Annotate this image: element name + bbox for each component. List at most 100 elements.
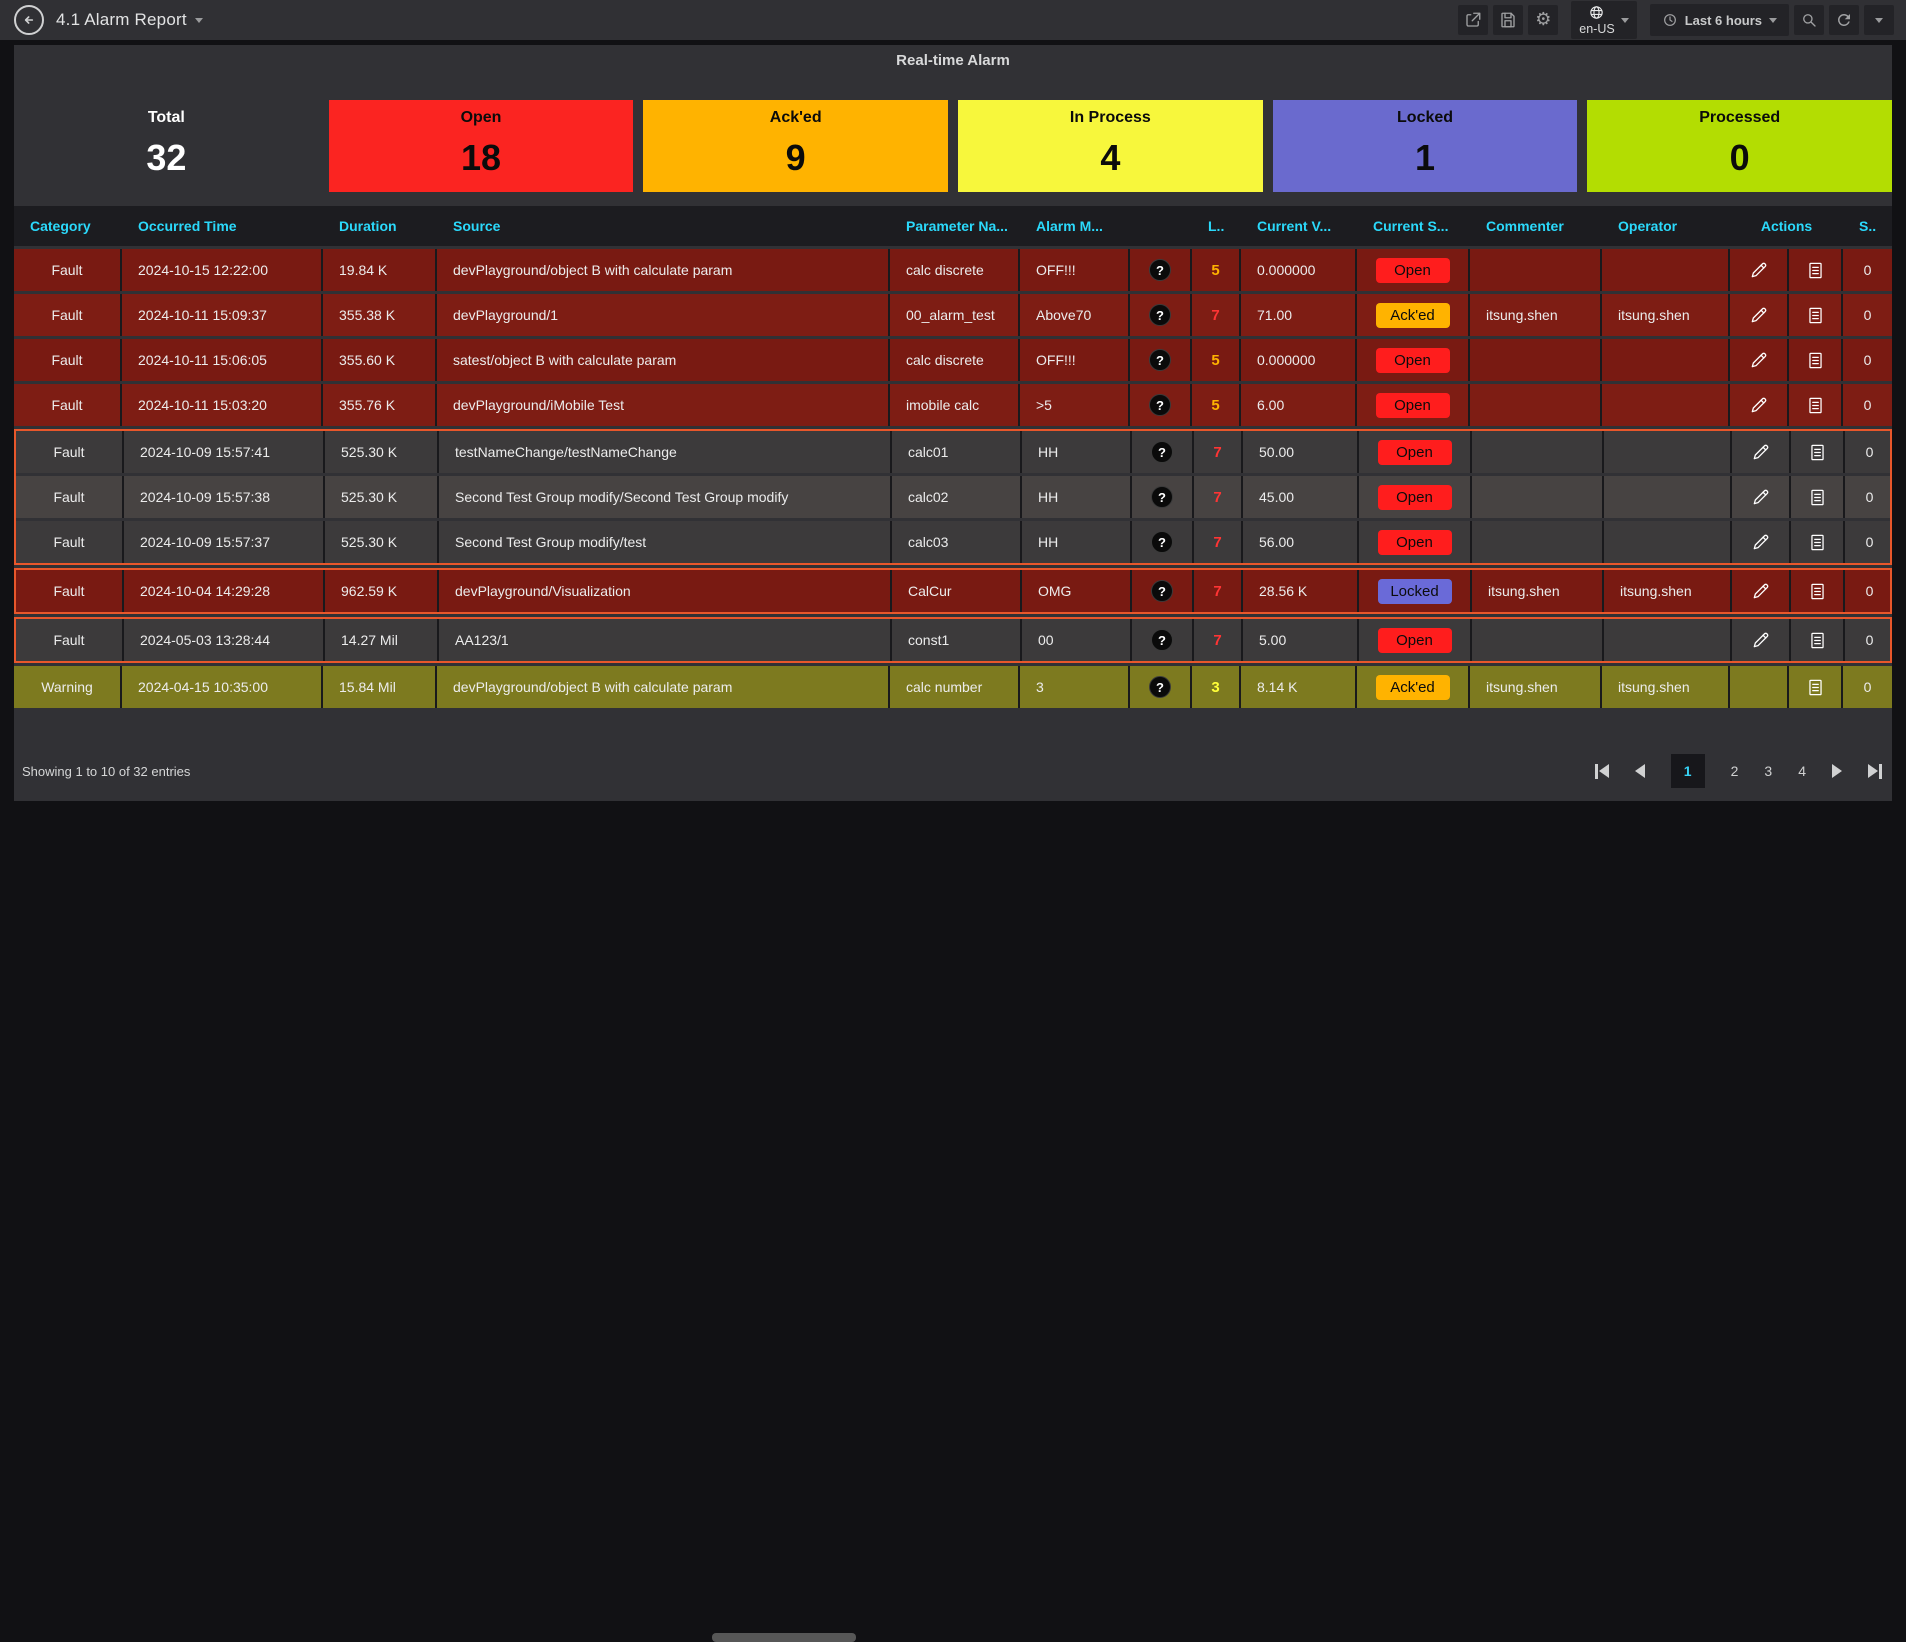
question-mark-icon[interactable]: ? xyxy=(1149,394,1171,416)
edit-button[interactable] xyxy=(1748,627,1774,653)
settings-button[interactable]: ⚙ xyxy=(1528,5,1559,35)
status-badge-open[interactable]: Open xyxy=(1375,257,1450,283)
question-mark-icon[interactable]: ? xyxy=(1151,580,1173,602)
page-button-4[interactable]: 4 xyxy=(1798,763,1806,779)
zoom-out-button[interactable] xyxy=(1794,5,1824,35)
table-row[interactable]: Fault 2024-05-03 13:28:44 14.27 Mil AA123/1… xyxy=(16,619,1890,661)
cell-level: 7 xyxy=(1194,521,1243,563)
edit-button[interactable] xyxy=(1748,578,1774,604)
next-page-button[interactable] xyxy=(1832,764,1842,778)
summary-card-acked[interactable]: Ack'ed 9 xyxy=(643,100,949,192)
question-mark-icon[interactable]: ? xyxy=(1151,531,1173,553)
column-header-occurred-time[interactable]: Occurred Time xyxy=(138,218,237,234)
log-button[interactable] xyxy=(1804,627,1830,653)
edit-button[interactable] xyxy=(1748,439,1774,465)
question-mark-icon[interactable]: ? xyxy=(1149,304,1171,326)
edit-button[interactable] xyxy=(1748,529,1774,555)
status-badge-open[interactable]: Open xyxy=(1377,484,1452,510)
cell-current-value: 5.00 xyxy=(1243,619,1359,661)
cell-commenter xyxy=(1470,384,1602,426)
question-mark-icon[interactable]: ? xyxy=(1151,486,1173,508)
dashboard-title[interactable]: 4.1 Alarm Report xyxy=(56,10,187,29)
status-badge-acked[interactable]: Ack'ed xyxy=(1375,674,1450,700)
log-button[interactable] xyxy=(1802,257,1828,283)
pencil-icon xyxy=(1751,352,1766,368)
status-badge-open[interactable]: Open xyxy=(1375,347,1450,373)
question-mark-icon[interactable]: ? xyxy=(1149,259,1171,281)
column-header-current-s[interactable]: Current S... xyxy=(1373,218,1449,234)
horizontal-scrollbar-thumb[interactable] xyxy=(712,1633,856,1642)
cell-source: Second Test Group modify/test xyxy=(439,521,892,563)
log-button[interactable] xyxy=(1802,347,1828,373)
log-button[interactable] xyxy=(1804,439,1830,465)
back-button[interactable] xyxy=(14,5,44,35)
save-button[interactable] xyxy=(1493,5,1524,35)
time-range-picker[interactable]: Last 6 hours xyxy=(1649,4,1789,36)
title-caret-icon[interactable] xyxy=(194,17,203,23)
summary-card-inprocess[interactable]: In Process 4 xyxy=(958,100,1263,192)
status-badge-locked[interactable]: Locked xyxy=(1377,578,1452,604)
cell-parameter-name: calc discrete xyxy=(890,249,1020,291)
refresh-interval-dropdown[interactable] xyxy=(1864,5,1894,35)
column-header-operator[interactable]: Operator xyxy=(1618,218,1678,234)
summary-card-processed[interactable]: Processed 0 xyxy=(1587,100,1893,192)
page-button-1[interactable]: 1 xyxy=(1670,754,1705,788)
log-button[interactable] xyxy=(1804,484,1830,510)
cell-current-value: 0.000000 xyxy=(1241,249,1357,291)
status-badge-open[interactable]: Open xyxy=(1377,627,1452,653)
column-header-category[interactable]: Category xyxy=(30,218,91,234)
question-mark-icon[interactable]: ? xyxy=(1149,349,1171,371)
table-row[interactable]: Fault 2024-10-09 15:57:38 525.30 K Second T… xyxy=(16,476,1890,518)
cell-category: Fault xyxy=(16,521,124,563)
edit-button[interactable] xyxy=(1746,257,1772,283)
log-button[interactable] xyxy=(1802,392,1828,418)
status-badge-open[interactable]: Open xyxy=(1377,529,1452,555)
question-mark-icon[interactable]: ? xyxy=(1151,441,1173,463)
log-button[interactable] xyxy=(1804,578,1830,604)
column-header-parameter-na[interactable]: Parameter Na... xyxy=(906,218,1008,234)
page-button-2[interactable]: 2 xyxy=(1730,763,1739,779)
edit-button[interactable] xyxy=(1748,484,1774,510)
share-button[interactable] xyxy=(1458,5,1489,35)
edit-button[interactable] xyxy=(1746,302,1772,328)
table-row[interactable]: Warning 2024-04-15 10:35:00 15.84 Mil devPl… xyxy=(14,666,1892,708)
log-button[interactable] xyxy=(1802,674,1828,700)
pencil-icon xyxy=(1753,583,1768,599)
column-header-source[interactable]: Source xyxy=(453,218,501,234)
column-header-current-v[interactable]: Current V... xyxy=(1257,218,1332,234)
summary-card-locked[interactable]: Locked 1 xyxy=(1272,100,1578,192)
summary-card-open[interactable]: Open 18 xyxy=(328,100,634,192)
last-page-button[interactable] xyxy=(1868,763,1882,779)
column-header-l[interactable]: L.. xyxy=(1208,218,1225,234)
column-header-s[interactable]: S.. xyxy=(1859,218,1877,234)
column-header-actions[interactable]: Actions xyxy=(1760,218,1813,234)
edit-button[interactable] xyxy=(1746,347,1772,373)
column-header-commenter[interactable]: Commenter xyxy=(1486,218,1564,234)
page-button-3[interactable]: 3 xyxy=(1764,763,1773,779)
table-row[interactable]: Fault 2024-10-09 15:57:37 525.30 K Second T… xyxy=(16,521,1890,563)
language-selector[interactable]: en-US xyxy=(1571,1,1637,39)
status-badge-open[interactable]: Open xyxy=(1375,392,1450,418)
status-badge-acked[interactable]: Ack'ed xyxy=(1375,302,1450,328)
column-header-alarm-m[interactable]: Alarm M... xyxy=(1036,218,1103,234)
summary-card-total[interactable]: Total 32 xyxy=(14,100,319,192)
horizontal-scrollbar-track[interactable] xyxy=(0,816,1906,1642)
log-button[interactable] xyxy=(1802,302,1828,328)
log-button[interactable] xyxy=(1804,529,1830,555)
cell-operator xyxy=(1604,476,1732,518)
refresh-button[interactable] xyxy=(1829,5,1859,35)
previous-page-button[interactable] xyxy=(1634,764,1645,778)
edit-button[interactable] xyxy=(1746,392,1772,418)
column-header-duration[interactable]: Duration xyxy=(339,218,397,234)
question-mark-icon[interactable]: ? xyxy=(1151,629,1173,651)
status-badge-open[interactable]: Open xyxy=(1377,439,1452,465)
cell-s-count: 0 xyxy=(1863,397,1872,413)
first-page-button[interactable] xyxy=(1594,763,1609,779)
question-mark-icon[interactable]: ? xyxy=(1149,676,1171,698)
